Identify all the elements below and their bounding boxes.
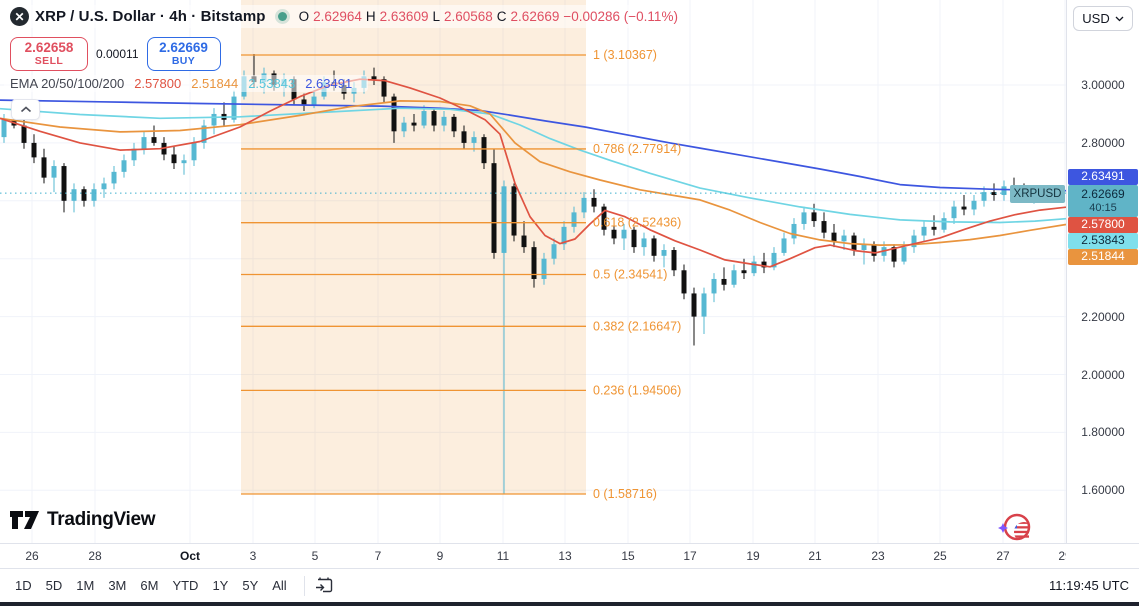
- sell-button[interactable]: 2.62658 SELL: [10, 37, 88, 71]
- range-button-5y[interactable]: 5Y: [235, 575, 265, 596]
- chart-legend-row: ✕ XRP / U.S. Dollar · 4h · Bitstamp O 2.…: [4, 5, 684, 28]
- range-button-1m[interactable]: 1M: [69, 575, 101, 596]
- spread-value: 0.00011: [96, 47, 139, 61]
- fib-level-label: 0.236 (1.94506): [593, 383, 681, 397]
- ema20-line[interactable]: [0, 78, 1066, 268]
- time-tick-label: 13: [558, 549, 572, 563]
- ema-legend-values: 2.57800 2.51844 2.53843 2.63491: [134, 76, 362, 91]
- tradingview-wordmark: TradingView: [47, 509, 156, 530]
- high-label: H: [365, 9, 376, 24]
- close-value: 2.62669: [510, 9, 560, 24]
- ema-value: 2.51844: [191, 76, 239, 91]
- ema-value: 2.57800: [134, 76, 182, 91]
- tradingview-logo[interactable]: TradingView: [10, 509, 156, 531]
- buy-label: BUY: [171, 54, 196, 67]
- fib-level-label: 0.786 (2.77914): [593, 142, 681, 156]
- order-panel: 2.62658 SELL 0.00011 2.62669 BUY: [10, 37, 221, 71]
- price-tag: 2.62669 40:15: [1068, 185, 1138, 217]
- price-chart-canvas[interactable]: 1 (3.10367) 0.786 (2.77914) 0.618 (2.52436…: [0, 0, 1066, 543]
- chevron-down-icon: [1115, 16, 1124, 21]
- market-status-icon: [277, 12, 287, 21]
- range-button-3m[interactable]: 3M: [101, 575, 133, 596]
- price-tick-label: 3.00000: [1081, 78, 1125, 92]
- low-value: 2.60568: [443, 9, 493, 24]
- time-tick-label: 28: [88, 549, 102, 563]
- price-tag: 2.51844: [1068, 249, 1138, 265]
- xrp-logo-icon: ✕: [10, 7, 29, 26]
- buy-button[interactable]: 2.62669 BUY: [146, 37, 221, 71]
- price-tick-label: 2.20000: [1081, 309, 1125, 324]
- range-button-5d[interactable]: 5D: [39, 575, 70, 596]
- buy-price: 2.62669: [159, 40, 208, 56]
- open-label: O: [298, 9, 310, 24]
- price-tag: 2.57800: [1068, 217, 1138, 233]
- symbol-price-tag: XRPUSD: [1010, 185, 1065, 203]
- ohlc-values: O 2.62964 H 2.63609 L 2.60568 C 2.62669 …: [299, 9, 678, 24]
- ema200-line[interactable]: [0, 99, 1066, 192]
- range-button-1d[interactable]: 1D: [8, 575, 39, 596]
- time-tick-label: Oct: [179, 549, 201, 563]
- time-tick-label: 23: [871, 549, 885, 563]
- sell-label: SELL: [34, 54, 64, 67]
- close-label: C: [496, 9, 507, 24]
- window-edge-strip: [0, 602, 1139, 606]
- time-tick-label: 11: [496, 549, 510, 563]
- price-tick-label: 1.60000: [1081, 483, 1125, 498]
- fib-level-label: 0.618 (2.52436): [593, 216, 681, 230]
- open-value: 2.62964: [313, 9, 362, 24]
- currency-value: USD: [1082, 11, 1110, 26]
- ema-indicator-legend[interactable]: EMA 20/50/100/200 2.57800 2.51844 2.53843 2…: [4, 75, 369, 92]
- collapse-legend-button[interactable]: [11, 99, 40, 120]
- time-tick-label: 3: [249, 549, 257, 563]
- toolbar-divider: [303, 575, 305, 596]
- time-tick-label: 26: [25, 549, 39, 563]
- range-button-ytd[interactable]: YTD: [165, 575, 205, 596]
- ema100-line[interactable]: [0, 107, 1066, 224]
- time-tick-label: 9: [436, 549, 444, 563]
- price-tick-label: 2.80000: [1081, 135, 1125, 150]
- fib-level-label: 0.5 (2.34541): [593, 268, 667, 282]
- fib-level-label: 0 (1.58716): [593, 487, 657, 501]
- ema-value: 2.63491: [305, 76, 353, 91]
- ema-legend-label: EMA 20/50/100/200: [10, 76, 125, 91]
- go-to-date-button[interactable]: [315, 576, 334, 595]
- time-tick-label: 19: [746, 549, 760, 563]
- time-tick-label: 7: [374, 549, 382, 563]
- price-tag: 2.53843: [1068, 233, 1138, 249]
- time-tick-label: 17: [683, 549, 697, 563]
- time-tick-label: 15: [621, 549, 635, 563]
- range-button-6m[interactable]: 6M: [133, 575, 165, 596]
- time-tick-label: 25: [933, 549, 947, 563]
- price-tick-label: 2.00000: [1081, 367, 1125, 382]
- high-value: 2.63609: [379, 9, 429, 24]
- time-tick-label: 5: [311, 549, 319, 563]
- utc-clock[interactable]: 11:19:45 UTC: [1049, 578, 1129, 593]
- change-value: −0.00286 (−0.11%): [563, 9, 678, 24]
- date-range-buttons: 1D 5D 1M 3M 6M YTD 1Y 5Y All: [8, 575, 294, 596]
- countdown-timer: 40:15: [1089, 201, 1117, 214]
- low-label: L: [432, 9, 440, 24]
- calendar-arrow-icon: [315, 577, 332, 593]
- price-tick-label: 1.80000: [1081, 425, 1125, 440]
- fib-level-label: 0.382 (2.16647): [593, 319, 681, 333]
- ema-value: 2.53843: [248, 76, 296, 91]
- chevron-up-icon: [20, 106, 31, 113]
- fib-level-label: 1 (3.10367): [593, 48, 657, 62]
- time-axis[interactable]: 26 28 Oct 3 5 7 9 11 13 15 17 19 21 23 25 27 29: [0, 543, 1139, 568]
- time-tick-label: 21: [808, 549, 822, 563]
- price-axis[interactable]: USD 3.00000 2.80000 2.20000 2.00000 1.80000 1…: [1066, 0, 1139, 568]
- range-button-1y[interactable]: 1Y: [205, 575, 235, 596]
- currency-selector[interactable]: USD: [1073, 6, 1133, 31]
- time-tick-label: 29: [1058, 549, 1066, 563]
- bottom-toolbar: 1D 5D 1M 3M 6M YTD 1Y 5Y All 11:19:45 UTC: [0, 568, 1139, 602]
- tradingview-mark-icon: [10, 511, 39, 529]
- us-flag-icon[interactable]: [998, 512, 1032, 542]
- sell-price: 2.62658: [24, 40, 74, 56]
- time-tick-label: 27: [996, 549, 1010, 563]
- range-button-all[interactable]: All: [265, 575, 293, 596]
- price-tag: 2.63491: [1068, 169, 1138, 185]
- symbol-title[interactable]: XRP / U.S. Dollar · 4h · Bitstamp: [35, 8, 266, 25]
